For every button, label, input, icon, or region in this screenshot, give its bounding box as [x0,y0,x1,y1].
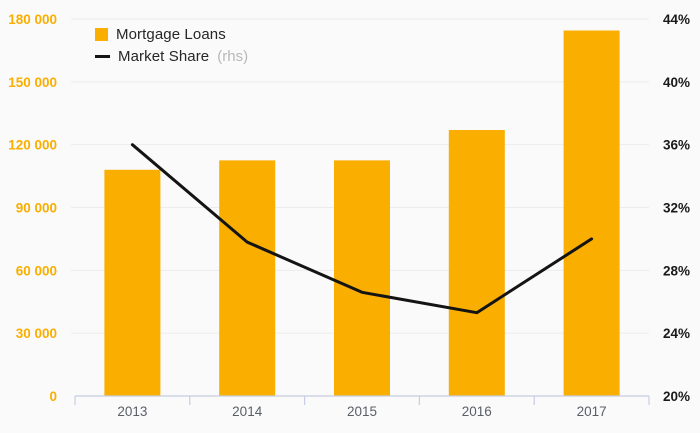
right-axis-tick-label: 36% [663,138,690,153]
legend-item-market-share: Market Share (rhs) [95,48,248,65]
x-axis-category-label: 2017 [577,404,607,419]
right-axis-tick-label: 40% [663,75,690,90]
left-axis-tick-label: 0 [49,389,57,404]
left-axis-tick-label: 120 000 [8,138,57,153]
line-series-swatch-icon [95,55,110,58]
left-axis-tick-label: 90 000 [16,201,57,216]
bar-2015 [334,160,390,396]
x-axis-category-label: 2013 [117,404,147,419]
right-axis-tick-label: 32% [663,201,690,216]
x-axis-category-label: 2014 [232,404,263,419]
bar-2016 [448,130,505,396]
left-axis-tick-label: 30 000 [16,326,57,341]
bar-2014 [219,160,276,396]
legend-label-market-share: Market Share [118,48,210,65]
market-share-line [130,143,594,315]
right-axis-tick-label: 44% [663,12,690,27]
legend-label-mortgage-loans: Mortgage Loans [116,26,226,43]
left-axis-tick-label: 60 000 [16,263,57,278]
chart-legend: Mortgage Loans Market Share (rhs) [95,26,248,65]
left-axis-tick-label: 150 000 [8,75,57,90]
bar-series-swatch-icon [95,28,108,41]
legend-item-mortgage-loans: Mortgage Loans [95,26,248,43]
left-axis-tick-label: 180 000 [8,12,57,27]
bar-2017 [563,30,620,397]
right-axis-tick-label: 24% [663,326,690,341]
bar-2013 [104,169,161,396]
right-axis-tick-label: 28% [663,263,690,278]
legend-suffix-rhs: (rhs) [217,48,249,65]
x-axis-category-label: 2016 [462,404,492,419]
right-axis-tick-label: 20% [663,389,690,404]
x-axis-category-label: 2015 [347,404,377,419]
